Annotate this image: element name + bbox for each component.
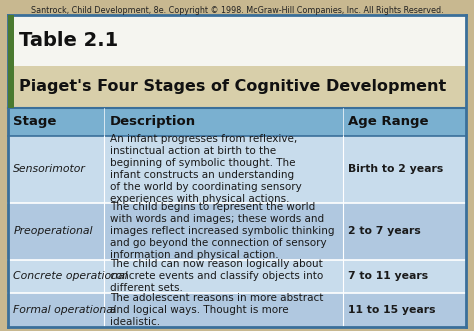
Bar bbox=[8, 293, 466, 327]
Text: Table 2.1: Table 2.1 bbox=[19, 31, 118, 50]
Text: Formal operational: Formal operational bbox=[13, 305, 116, 315]
Bar bbox=[8, 108, 466, 136]
Text: 2 to 7 years: 2 to 7 years bbox=[348, 226, 421, 236]
Text: Piaget's Four Stages of Cognitive Development: Piaget's Four Stages of Cognitive Develo… bbox=[19, 79, 447, 94]
Text: 11 to 15 years: 11 to 15 years bbox=[348, 305, 436, 315]
Text: Concrete operational: Concrete operational bbox=[13, 271, 128, 281]
Bar bbox=[8, 66, 466, 108]
Text: 7 to 11 years: 7 to 11 years bbox=[348, 271, 428, 281]
Text: Birth to 2 years: Birth to 2 years bbox=[348, 165, 444, 174]
Text: Description: Description bbox=[109, 115, 196, 128]
Bar bbox=[8, 260, 466, 293]
Bar bbox=[8, 203, 466, 260]
Text: The adolescent reasons in more abstract
and logical ways. Thought is more
ideali: The adolescent reasons in more abstract … bbox=[109, 293, 323, 327]
Text: The child can now reason logically about
concrete events and classify objects in: The child can now reason logically about… bbox=[109, 260, 323, 293]
Text: Stage: Stage bbox=[13, 115, 57, 128]
Text: The child begins to represent the world
with words and images; these words and
i: The child begins to represent the world … bbox=[109, 202, 334, 260]
Bar bbox=[8, 136, 466, 203]
Bar bbox=[8, 15, 466, 66]
Bar bbox=[8, 15, 14, 108]
Text: Santrock, Child Development, 8e. Copyright © 1998. McGraw-Hill Companies, Inc. A: Santrock, Child Development, 8e. Copyrig… bbox=[31, 6, 443, 15]
Text: Preoperational: Preoperational bbox=[13, 226, 93, 236]
Text: Age Range: Age Range bbox=[348, 115, 428, 128]
Text: Sensorimotor: Sensorimotor bbox=[13, 165, 86, 174]
Text: An infant progresses from reflexive,
instinctual action at birth to the
beginnin: An infant progresses from reflexive, ins… bbox=[109, 134, 301, 205]
